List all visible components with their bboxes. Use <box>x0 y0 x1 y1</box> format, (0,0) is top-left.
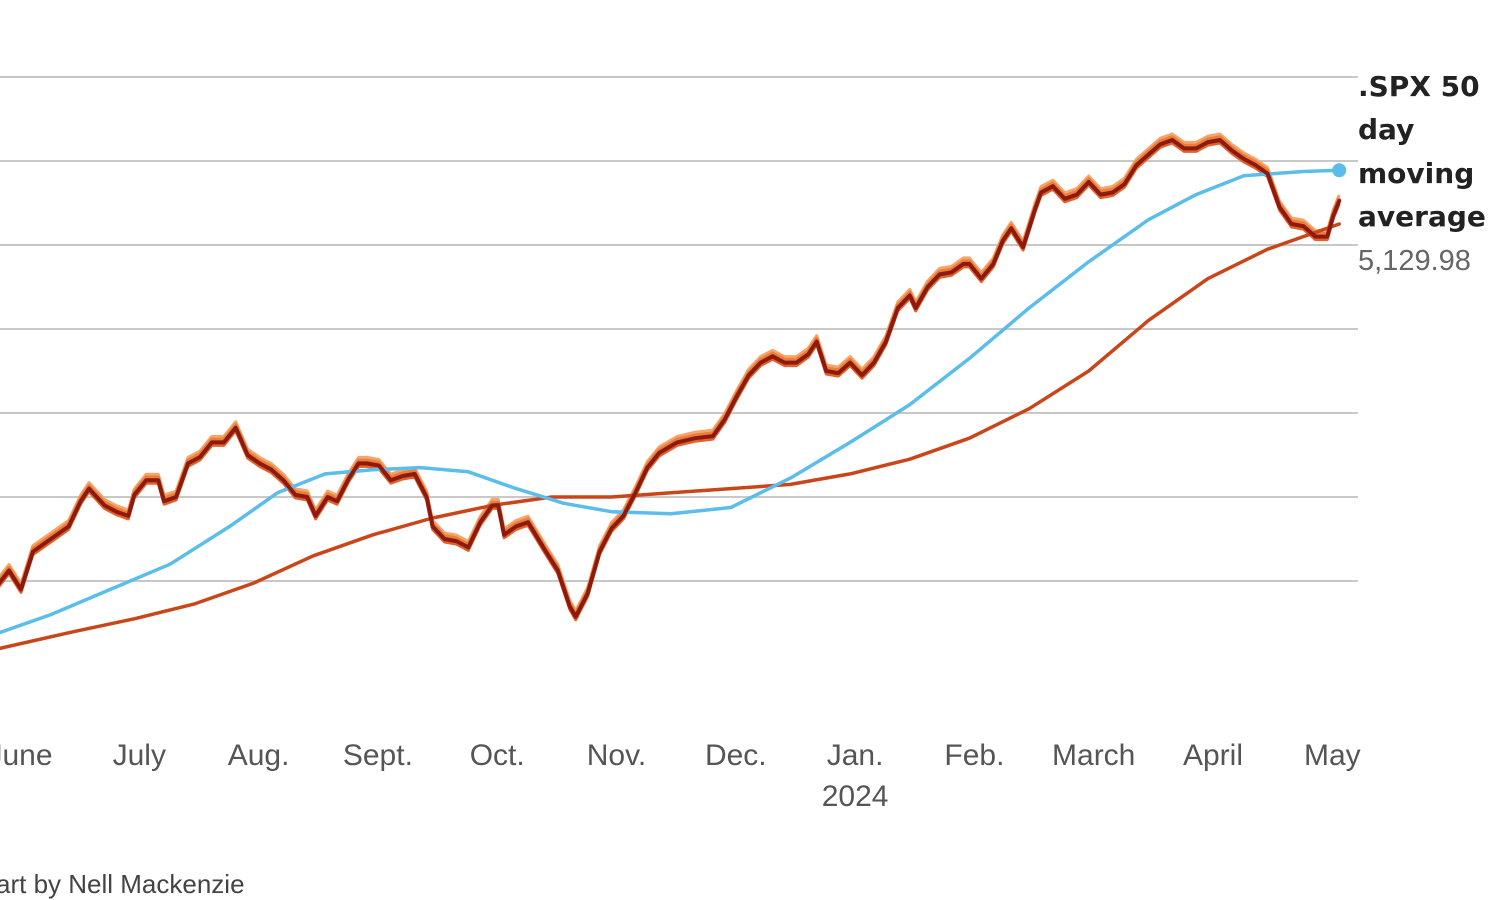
series-daily-band-1 <box>0 135 1341 616</box>
x-tick-label: Dec. <box>705 739 767 772</box>
x-tick-label: Sept. <box>343 739 413 772</box>
annotation-title-line-3: moving <box>1358 157 1474 190</box>
annotation-title-line-4: average <box>1358 200 1486 233</box>
annotation-title-line-2: day <box>1358 113 1414 146</box>
x-tick-label: April <box>1183 739 1243 772</box>
x-tick-label: March <box>1052 739 1135 772</box>
series-line-200-day-average <box>0 222 1341 651</box>
grid-layer <box>0 76 1358 582</box>
x-tick-label: June <box>0 739 53 772</box>
x-tick-label: Oct. <box>470 739 525 772</box>
x-tick-label: July <box>113 739 166 772</box>
x-tick-label: Aug. <box>228 739 290 772</box>
x-tick-label: Nov. <box>587 739 646 772</box>
x-tick-label: May <box>1304 739 1361 772</box>
x-year-label: 2024 <box>822 780 889 813</box>
ma50-endpoint-dot <box>1332 163 1347 178</box>
annotation-value: 5,129.98 <box>1358 245 1471 277</box>
series-layer <box>0 132 1347 651</box>
x-axis: June July Aug. Sept. Oct. Nov. Dec. Jan. Feb. Mar… <box>0 739 1361 813</box>
annotation: .SPX 50 day moving average 5,129.98 <box>1358 70 1486 277</box>
series-daily-band-0 <box>0 132 1341 613</box>
annotation-title-line-1: .SPX 50 <box>1358 70 1480 103</box>
x-tick-label: Feb. <box>944 739 1004 772</box>
series-line-50-day-average <box>0 168 1341 635</box>
x-tick-label: Jan. <box>827 739 884 772</box>
chart-credit: art by Nell Mackenzie <box>0 869 245 899</box>
series-daily-band-2 <box>0 141 1341 622</box>
series-line-daily <box>0 138 1342 619</box>
